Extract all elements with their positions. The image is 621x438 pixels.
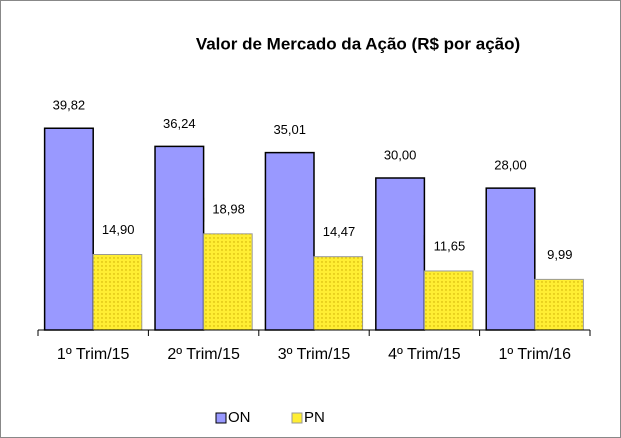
data-label: 28,00 bbox=[494, 158, 527, 173]
bar bbox=[43, 127, 94, 331]
data-label: 14,90 bbox=[102, 222, 135, 237]
data-label: 18,98 bbox=[212, 201, 245, 216]
x-tick-label: 2º Trim/15 bbox=[167, 346, 240, 363]
bar-pattern bbox=[424, 270, 473, 330]
x-tick-label: 1º Trim/15 bbox=[57, 346, 130, 363]
x-tick-label: 1º Trim/16 bbox=[499, 346, 572, 363]
legend-label: PN bbox=[304, 409, 325, 426]
data-label: 39,82 bbox=[53, 98, 86, 113]
bar bbox=[485, 187, 536, 331]
bar bbox=[264, 151, 315, 331]
legend-label: ON bbox=[228, 409, 251, 426]
bar bbox=[154, 145, 205, 331]
bar-pattern bbox=[93, 254, 142, 330]
bar bbox=[375, 177, 426, 331]
data-label: 11,65 bbox=[434, 238, 466, 253]
data-label: 30,00 bbox=[384, 147, 417, 162]
data-label: 36,24 bbox=[163, 116, 196, 131]
data-label: 35,01 bbox=[273, 122, 306, 137]
x-tick-label: 3º Trim/15 bbox=[278, 346, 351, 363]
chart-title: Valor de Mercado da Ação (R$ por ação) bbox=[196, 34, 520, 53]
bar-pattern bbox=[314, 256, 363, 330]
bar-pattern bbox=[203, 233, 253, 330]
legend-swatch bbox=[215, 412, 227, 424]
data-label: 9,99 bbox=[547, 247, 572, 262]
data-label: 14,47 bbox=[323, 224, 356, 239]
legend-swatch bbox=[291, 412, 303, 424]
bar-pattern bbox=[534, 279, 584, 330]
x-tick-label: 4º Trim/15 bbox=[388, 346, 461, 363]
